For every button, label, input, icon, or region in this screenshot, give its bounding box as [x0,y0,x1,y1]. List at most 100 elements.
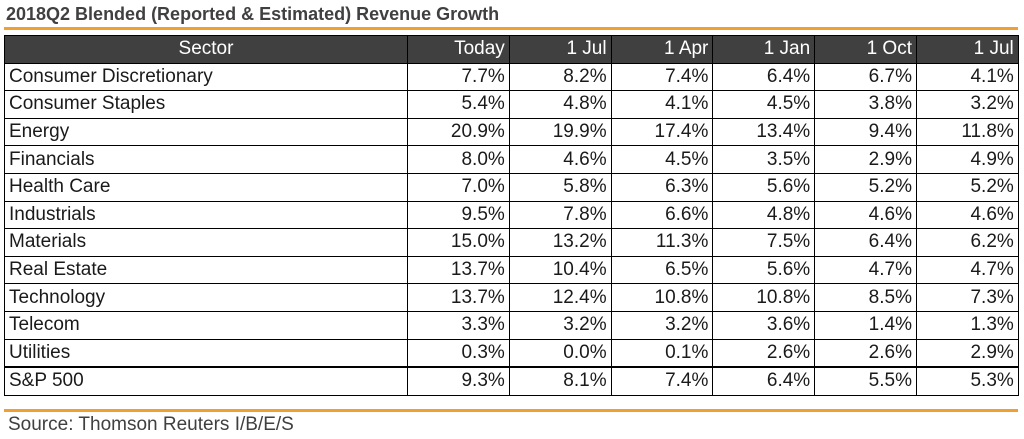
growth-cell: 11.3% [610,228,714,257]
growth-cell: 5.3% [915,366,1019,396]
growth-cell: 1.3% [915,310,1019,340]
sector-cell: Consumer Discretionary [4,62,408,92]
growth-cell: 4.6% [915,200,1019,230]
header-row: Sector Today 1 Jul 1 Apr 1 Jan 1 Oct 1 Jul [4,35,1019,64]
bottom-accent-rule [4,409,1018,412]
table-row: Energy 20.9% 19.9% 17.4% 13.4% 9.4% 11.8% [4,117,1019,147]
column-header: 1 Jan [712,35,816,64]
growth-cell: 8.5% [814,283,917,312]
growth-cell: 4.5% [610,145,714,174]
growth-cell: 7.8% [508,200,612,230]
sector-cell: Utilities [4,338,408,368]
table-title: 2018Q2 Blended (Reported & Estimated) Re… [6,4,500,24]
growth-cell: 4.7% [814,255,917,285]
column-header: 1 Oct [814,35,917,64]
growth-cell: 4.8% [712,200,816,230]
growth-cell: 1.4% [814,310,917,340]
growth-cell: 7.3% [915,283,1019,312]
growth-cell: 4.5% [712,90,816,119]
growth-cell: 3.6% [712,310,816,340]
total-row: S&P 500 9.3% 8.1% 7.4% 6.4% 5.5% 5.3% [4,366,1019,396]
growth-cell: 6.4% [712,62,816,92]
growth-cell: 0.3% [407,338,510,368]
growth-cell: 6.4% [814,228,917,257]
table-row: Technology 13.7% 12.4% 10.8% 10.8% 8.5% 7.3% [4,283,1019,312]
growth-cell: 13.2% [508,228,612,257]
table-row: Health Care 7.0% 5.8% 6.3% 5.6% 5.2% 5.2% [4,172,1019,202]
growth-cell: 3.3% [407,310,510,340]
sector-cell: S&P 500 [4,366,408,396]
growth-cell: 5.6% [712,255,816,285]
growth-cell: 6.4% [712,366,816,396]
table-row: Materials 15.0% 13.2% 11.3% 7.5% 6.4% 6.2% [4,228,1019,257]
table-body: Consumer Discretionary 7.7% 8.2% 7.4% 6.4% 6.… [4,62,1019,396]
sector-cell: Consumer Staples [4,90,408,119]
sector-cell: Real Estate [4,255,408,285]
column-header: Today [407,35,510,64]
growth-cell: 4.1% [915,62,1019,92]
growth-cell: 5.8% [508,172,612,202]
growth-cell: 3.2% [610,310,714,340]
revenue-growth-table: Sector Today 1 Jul 1 Apr 1 Jan 1 Oct 1 Jul Con… [4,35,1019,396]
growth-cell: 9.3% [407,366,510,396]
growth-cell: 9.5% [407,200,510,230]
growth-cell: 10.4% [508,255,612,285]
growth-cell: 0.1% [610,338,714,368]
growth-cell: 4.8% [508,90,612,119]
sector-cell: Technology [4,283,408,312]
column-header: 1 Jul [915,35,1019,64]
growth-cell: 3.2% [508,310,612,340]
growth-cell: 4.6% [814,200,917,230]
source-note: Source: Thomson Reuters I/B/E/S [8,414,294,435]
growth-cell: 7.5% [712,228,816,257]
column-header: 1 Apr [610,35,714,64]
sector-cell: Health Care [4,172,408,202]
growth-cell: 2.9% [814,145,917,174]
sector-cell: Energy [4,117,408,147]
growth-cell: 5.5% [814,366,917,396]
growth-cell: 3.8% [814,90,917,119]
growth-cell: 6.2% [915,228,1019,257]
growth-cell: 6.5% [610,255,714,285]
growth-cell: 2.6% [712,338,816,368]
growth-cell: 17.4% [610,117,714,147]
table-row: Real Estate 13.7% 10.4% 6.5% 5.6% 4.7% 4.7% [4,255,1019,285]
column-header-sector: Sector [4,35,408,64]
sector-cell: Telecom [4,310,408,340]
growth-cell: 10.8% [712,283,816,312]
growth-cell: 5.6% [712,172,816,202]
growth-cell: 6.6% [610,200,714,230]
growth-cell: 5.4% [407,90,510,119]
top-accent-rule [4,27,1018,30]
growth-cell: 8.2% [508,62,612,92]
growth-cell: 13.4% [712,117,816,147]
table-row: Industrials 9.5% 7.8% 6.6% 4.8% 4.6% 4.6% [4,200,1019,230]
growth-cell: 9.4% [814,117,917,147]
growth-cell: 8.1% [508,366,612,396]
growth-cell: 7.4% [610,62,714,92]
sector-cell: Financials [4,145,408,174]
table-row: Consumer Staples 5.4% 4.8% 4.1% 4.5% 3.8% 3.2% [4,90,1019,119]
growth-cell: 0.0% [508,338,612,368]
growth-cell: 2.9% [915,338,1019,368]
growth-cell: 15.0% [407,228,510,257]
growth-cell: 20.9% [407,117,510,147]
growth-cell: 10.8% [610,283,714,312]
growth-cell: 4.7% [915,255,1019,285]
growth-cell: 6.3% [610,172,714,202]
growth-cell: 4.9% [915,145,1019,174]
table-row: Financials 8.0% 4.6% 4.5% 3.5% 2.9% 4.9% [4,145,1019,174]
growth-cell: 19.9% [508,117,612,147]
sector-cell: Industrials [4,200,408,230]
growth-cell: 7.0% [407,172,510,202]
growth-cell: 4.1% [610,90,714,119]
growth-cell: 12.4% [508,283,612,312]
growth-cell: 7.7% [407,62,510,92]
growth-cell: 13.7% [407,283,510,312]
table-row: Consumer Discretionary 7.7% 8.2% 7.4% 6.4% 6.… [4,62,1019,92]
table-row: Utilities 0.3% 0.0% 0.1% 2.6% 2.6% 2.9% [4,338,1019,368]
growth-cell: 4.6% [508,145,612,174]
growth-cell: 5.2% [814,172,917,202]
table-row: Telecom 3.3% 3.2% 3.2% 3.6% 1.4% 1.3% [4,310,1019,340]
growth-cell: 7.4% [610,366,714,396]
